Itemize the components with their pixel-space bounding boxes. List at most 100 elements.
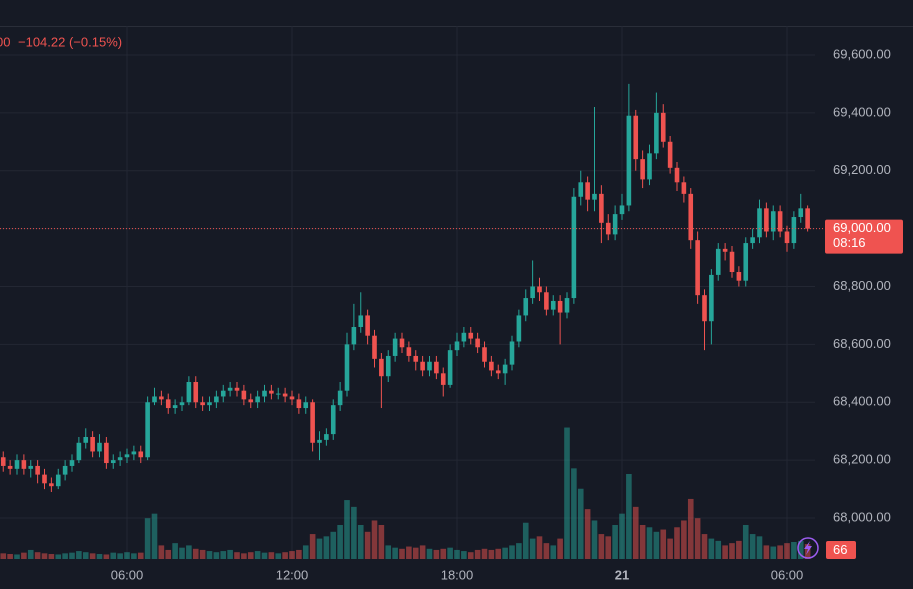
candle-body [420, 361, 425, 371]
volume-bar [392, 547, 398, 559]
candle-body [674, 167, 680, 183]
candle-body [640, 159, 645, 180]
candle-body [489, 361, 494, 371]
candle-body [152, 396, 157, 403]
candle-body [324, 434, 329, 440]
candle-body [275, 393, 281, 395]
volume-bar [550, 545, 557, 559]
icon-bolt[interactable] [804, 541, 812, 555]
candle-body [482, 347, 487, 362]
volume-bar [681, 520, 687, 559]
volume-bar [124, 552, 130, 559]
candle-body [557, 300, 563, 313]
candle-body [777, 211, 783, 232]
candle-body [69, 460, 75, 466]
candle-body [385, 355, 391, 377]
candle-body [303, 402, 309, 409]
volume-bar [722, 545, 728, 559]
volume-bar [234, 552, 240, 559]
candle-body [447, 350, 453, 385]
volume-bar [433, 549, 440, 559]
candle-body [475, 338, 480, 348]
candle-body [138, 451, 144, 458]
volume-bar [784, 543, 790, 559]
candle-body [722, 248, 728, 252]
volume-bar [344, 500, 350, 559]
candle-body [110, 460, 116, 464]
volume-bar [729, 543, 735, 559]
volume-bar [694, 518, 701, 559]
volume-bar [406, 546, 412, 559]
candle-body [516, 315, 522, 342]
volume-bar [674, 527, 680, 559]
candle-body [159, 396, 164, 400]
candle-body [805, 208, 810, 229]
volume-bar [385, 545, 392, 559]
volume-bar [131, 553, 137, 559]
volume-bar [110, 552, 117, 559]
candle-body [282, 393, 288, 397]
legend-prefix: 00 [0, 34, 10, 49]
volume-bar [151, 513, 158, 559]
volume-bar [495, 548, 502, 559]
volume-bar [454, 549, 460, 559]
y-tick-label: 69,200.00 [833, 162, 891, 177]
volume-bar [254, 551, 261, 559]
candle-body [750, 237, 755, 244]
y-tick-label: 68,600.00 [833, 336, 891, 351]
candle-body [255, 396, 260, 403]
candle-body [440, 373, 446, 385]
candle-body [681, 182, 687, 194]
volume-bar [591, 520, 598, 559]
candle-body [358, 315, 364, 328]
candle-body [21, 460, 27, 469]
candle-body [757, 208, 762, 238]
volume-bar [626, 474, 632, 559]
volume-bar [736, 540, 742, 559]
candle-body [310, 402, 315, 443]
candle-body [117, 457, 123, 461]
candle-body [365, 315, 370, 336]
candle-body [502, 364, 508, 374]
volume-bar [364, 531, 371, 559]
lightning-icon[interactable] [797, 537, 819, 559]
volume-bar [791, 542, 797, 559]
volume-bar [667, 538, 673, 559]
volume-bar [461, 551, 467, 559]
volume-bar [165, 549, 172, 559]
candle-body [585, 182, 590, 200]
volume-bar [186, 545, 192, 559]
volume-bar [378, 525, 385, 559]
last-price-tag [825, 219, 903, 254]
candle-body [537, 286, 542, 293]
volume-bar [309, 534, 316, 559]
candle-body [736, 272, 742, 281]
candle-body [351, 327, 357, 345]
candle-body [626, 115, 632, 206]
volume-bar [330, 531, 337, 559]
volume-bar [62, 553, 68, 559]
candle-body [619, 205, 625, 215]
candle-body [165, 399, 171, 409]
candle-body [220, 390, 226, 397]
icon-circle[interactable] [797, 537, 819, 559]
y-tick-label: 68,400.00 [833, 394, 891, 409]
volume-bar [55, 554, 62, 559]
candle-body [262, 390, 267, 397]
volume-bar [632, 506, 639, 559]
candle-body [427, 361, 432, 371]
volume-bar [653, 531, 660, 559]
candle-body [523, 298, 529, 316]
candle-body [798, 208, 804, 218]
candle-body [214, 396, 219, 403]
candle-body [289, 396, 295, 400]
axis-layer: 68,000.00 68,200.00 68,400.00 68,600.00 68,8… [0, 46, 903, 582]
volume-layer [0, 427, 811, 559]
candle-body [83, 436, 89, 443]
candle-body [7, 465, 13, 469]
candle-body [654, 112, 659, 154]
volume-bar [488, 549, 495, 559]
volume-bar [296, 549, 302, 559]
volume-bar [48, 554, 55, 559]
